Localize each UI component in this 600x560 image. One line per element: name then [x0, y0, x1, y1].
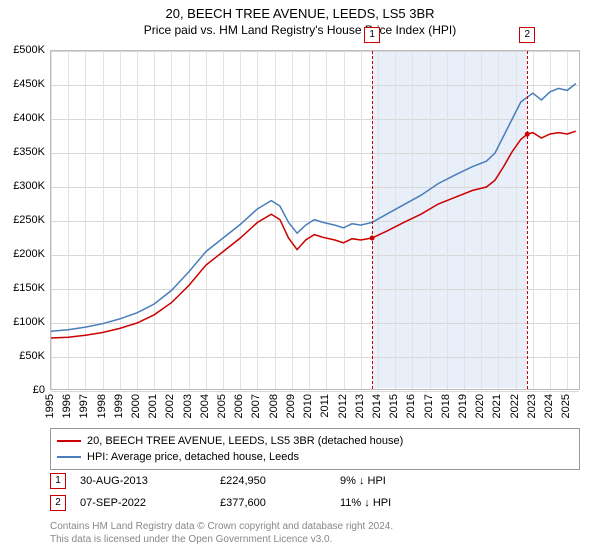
- legend-row-price-paid: 20, BEECH TREE AVENUE, LEEDS, LS5 3BR (d…: [57, 433, 573, 449]
- legend-label-price-paid: 20, BEECH TREE AVENUE, LEEDS, LS5 3BR (d…: [87, 435, 403, 447]
- down-arrow-icon: ↓: [359, 475, 365, 487]
- gridline-h: [51, 391, 579, 392]
- data-row-2: 2 07-SEP-2022 £377,600 11% ↓ HPI: [50, 492, 580, 514]
- legend-box: 20, BEECH TREE AVENUE, LEEDS, LS5 3BR (d…: [50, 428, 580, 470]
- x-tick-label: 2003: [182, 394, 194, 418]
- data-price-1: £224,950: [220, 475, 340, 487]
- reference-badge: 2: [519, 27, 535, 43]
- data-date-1: 30-AUG-2013: [80, 475, 220, 487]
- series-hpi: [51, 84, 576, 332]
- legend-swatch-hpi: [57, 456, 81, 458]
- y-tick-label: £500K: [0, 44, 45, 56]
- x-tick-label: 2010: [302, 394, 314, 418]
- data-badge-1: 1: [50, 473, 66, 489]
- x-tick-label: 2001: [147, 394, 159, 418]
- footer-line-1: Contains HM Land Registry data © Crown c…: [50, 520, 580, 533]
- data-badge-2: 2: [50, 495, 66, 511]
- y-tick-label: £100K: [0, 316, 45, 328]
- x-tick-label: 2011: [319, 394, 331, 418]
- footer-line-2: This data is licensed under the Open Gov…: [50, 533, 580, 546]
- x-tick-label: 2005: [216, 394, 228, 418]
- data-pct-2: 11% ↓ HPI: [340, 497, 400, 509]
- data-price-2: £377,600: [220, 497, 340, 509]
- chart-area: 12 £0£50K£100K£150K£200K£250K£300K£350K£…: [50, 50, 580, 390]
- x-tick-label: 2014: [371, 394, 383, 418]
- x-tick-label: 2018: [440, 394, 452, 418]
- x-tick-label: 2017: [423, 394, 435, 418]
- footer-attribution: Contains HM Land Registry data © Crown c…: [50, 520, 580, 546]
- plot-frame: 12: [50, 50, 580, 390]
- legend-swatch-price-paid: [57, 440, 81, 442]
- legend-label-hpi: HPI: Average price, detached house, Leed…: [87, 451, 299, 463]
- data-pct-1: 9% ↓ HPI: [340, 475, 400, 487]
- x-tick-label: 2019: [457, 394, 469, 418]
- x-tick-label: 2021: [491, 394, 503, 418]
- y-tick-label: £0: [0, 384, 45, 396]
- x-tick-label: 2000: [130, 394, 142, 418]
- x-tick-label: 2024: [543, 394, 555, 418]
- x-tick-label: 2016: [405, 394, 417, 418]
- x-tick-label: 2008: [268, 394, 280, 418]
- x-tick-label: 1995: [44, 394, 56, 418]
- x-tick-label: 2013: [354, 394, 366, 418]
- reference-line: [527, 51, 528, 389]
- x-tick-label: 2007: [250, 394, 262, 418]
- y-tick-label: £450K: [0, 78, 45, 90]
- y-tick-label: £250K: [0, 214, 45, 226]
- x-tick-label: 2015: [388, 394, 400, 418]
- data-row-1: 1 30-AUG-2013 £224,950 9% ↓ HPI: [50, 470, 580, 492]
- x-tick-label: 2025: [560, 394, 572, 418]
- y-tick-label: £400K: [0, 112, 45, 124]
- x-tick-label: 2006: [233, 394, 245, 418]
- reference-badge: 1: [364, 27, 380, 43]
- legend-row-hpi: HPI: Average price, detached house, Leed…: [57, 449, 573, 465]
- x-tick-label: 2023: [526, 394, 538, 418]
- down-arrow-icon: ↓: [364, 497, 370, 509]
- y-tick-label: £150K: [0, 282, 45, 294]
- x-tick-label: 2012: [337, 394, 349, 418]
- x-tick-label: 2022: [509, 394, 521, 418]
- x-tick-label: 2020: [474, 394, 486, 418]
- y-tick-label: £50K: [0, 350, 45, 362]
- y-tick-label: £300K: [0, 180, 45, 192]
- reference-line: [372, 51, 373, 389]
- x-tick-label: 1996: [61, 394, 73, 418]
- y-tick-label: £200K: [0, 248, 45, 260]
- data-points-table: 1 30-AUG-2013 £224,950 9% ↓ HPI 2 07-SEP…: [50, 470, 580, 514]
- x-tick-label: 2009: [285, 394, 297, 418]
- chart-lines: [51, 51, 581, 391]
- x-tick-label: 1999: [113, 394, 125, 418]
- series-price_paid: [51, 131, 576, 338]
- x-tick-label: 1998: [96, 394, 108, 418]
- x-tick-label: 2004: [199, 394, 211, 418]
- y-tick-label: £350K: [0, 146, 45, 158]
- chart-title-address: 20, BEECH TREE AVENUE, LEEDS, LS5 3BR: [0, 6, 600, 21]
- x-tick-label: 2002: [164, 394, 176, 418]
- x-tick-label: 1997: [78, 394, 90, 418]
- chart-title-subtitle: Price paid vs. HM Land Registry's House …: [0, 23, 600, 37]
- data-date-2: 07-SEP-2022: [80, 497, 220, 509]
